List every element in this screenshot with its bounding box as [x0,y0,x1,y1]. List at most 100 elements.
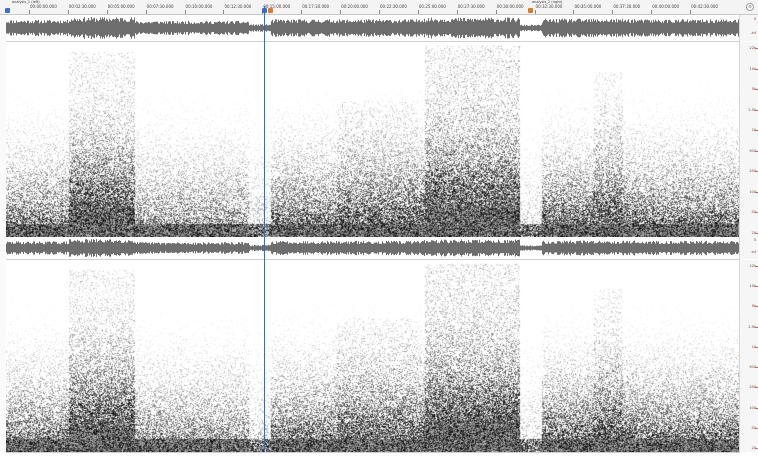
frequency-label: 22k [749,264,756,268]
frequency-label: 10k [749,284,756,289]
waveform-graph [6,239,740,257]
region-marker-icon[interactable] [528,8,533,13]
track-2-waveform[interactable] [6,237,740,260]
frequency-label: 10k [749,66,756,71]
frequency-tick [755,387,758,389]
frequency-tick [755,171,758,173]
frequency-label: 20 [751,231,756,235]
frequency-tick [755,212,758,214]
waveform-path [6,239,740,257]
time-tick-label: 00:12:30.000 [224,4,252,9]
frequency-label: 20 [751,446,756,450]
time-tick-label: 00:27:30.000 [457,4,485,9]
track-2-frequency-scale: 22k 10k 5k 2.5k 1k 500 250 100 50 20 [739,260,758,452]
time-tick-mark [184,10,186,14]
frequency-label: 5k [751,304,756,309]
time-tick-label: 00:32:30.000 [535,4,563,9]
settings-icon[interactable]: ⚙ [746,3,754,11]
time-ruler[interactable]: 00:00:00.000 00:02:30.000 00:05:00.000 00:0… [0,0,758,15]
time-tick-label: 00:05:00.000 [107,4,135,9]
time-tick-mark [340,10,342,14]
time-tick-label: 00:40:00.000 [652,4,680,9]
time-tick-label: 00:00:00.000 [30,4,57,9]
time-tick-mark [29,10,30,14]
time-tick-label: 00:07:30.000 [146,4,174,9]
time-tick-mark [145,10,147,14]
time-tick-label: 00:25:00.000 [418,4,446,9]
time-tick-label: 00:15:00.000 [263,4,291,9]
frequency-tick [755,286,758,288]
frequency-tick [755,48,758,49]
playhead-cursor[interactable] [264,6,266,452]
time-tick-mark [417,10,419,14]
frequency-tick [755,326,758,328]
track-1-waveform-scale: 0 -inf [739,15,758,41]
frequency-label: 50 [751,210,756,215]
frequency-tick [755,191,758,193]
time-tick-label: 00:30:00.000 [496,4,524,9]
spectrogram-canvas [6,42,740,237]
frequency-label: 50 [751,425,756,430]
frequency-tick [755,407,758,409]
frequency-tick [755,89,758,91]
time-tick-mark [379,10,380,14]
track-1-spectrogram[interactable] [6,42,740,238]
frequency-label: 2.5k [748,324,756,329]
frequency-tick [755,346,758,348]
time-tick-mark [612,10,614,14]
frequency-tick [755,130,758,132]
frequency-label: 500 [749,148,756,153]
time-tick-mark [106,10,108,14]
frequency-label: 100 [749,405,756,410]
frequency-label: 250 [749,385,756,390]
region-label-right: analysis_2 (right) [532,0,563,4]
frequency-label: 5k [751,87,756,92]
track-2-spectrogram[interactable] [6,260,740,453]
frequency-tick [755,448,758,449]
frequency-tick [755,427,758,429]
frequency-label: 500 [749,365,756,370]
track-1-waveform[interactable] [6,15,740,42]
time-tick-label: 00:02:30.000 [68,4,96,9]
time-tick-label: 00:37:30.000 [613,4,641,9]
scale-label: -inf [750,31,756,35]
frequency-label: 1k [751,344,756,349]
frequency-tick [755,266,758,267]
time-tick-label: 00:22:30.000 [380,4,407,9]
frequency-label: 1k [751,128,756,133]
track-2-waveform-scale: 0 -inf [739,237,758,259]
frequency-tick [755,150,758,152]
time-tick-mark [690,10,692,14]
frequency-label: 100 [749,189,756,194]
waveform-path [6,17,740,39]
time-tick-mark [67,10,69,14]
track-1-frequency-scale: 22k 10k 5k 2.5k 1k 500 250 100 50 20 [739,42,758,237]
frequency-tick [755,68,758,70]
frequency-label: 250 [749,169,756,174]
frequency-tick [755,367,758,369]
region-marker-icon[interactable] [5,8,10,13]
frequency-label: 2.5k [748,107,756,112]
frequency-tick [755,109,758,111]
time-tick-mark [534,10,536,14]
time-tick-mark [301,10,303,14]
time-tick-label: 00:10:00.000 [185,4,213,9]
time-tick-mark [223,10,225,14]
time-tick-label: 00:17:30.000 [302,4,330,9]
frequency-label: 22k [749,46,756,50]
spectrogram-canvas [6,260,740,452]
time-tick-mark [495,10,497,14]
time-tick-label: 00:20:00.000 [341,4,368,9]
region-marker-icon[interactable] [268,8,273,13]
region-label-left: analysis_1 (left) [12,0,40,4]
time-tick-mark [456,10,458,14]
time-tick-label: 00:42:30.000 [691,4,718,9]
waveform-graph [6,17,740,39]
time-tick-mark [573,10,575,14]
scale-label: 0 [753,238,756,242]
time-tick-mark [651,10,653,14]
time-tick-label: 00:35:00.000 [574,4,602,9]
scale-label: -inf [750,250,756,254]
frequency-tick [755,233,758,234]
